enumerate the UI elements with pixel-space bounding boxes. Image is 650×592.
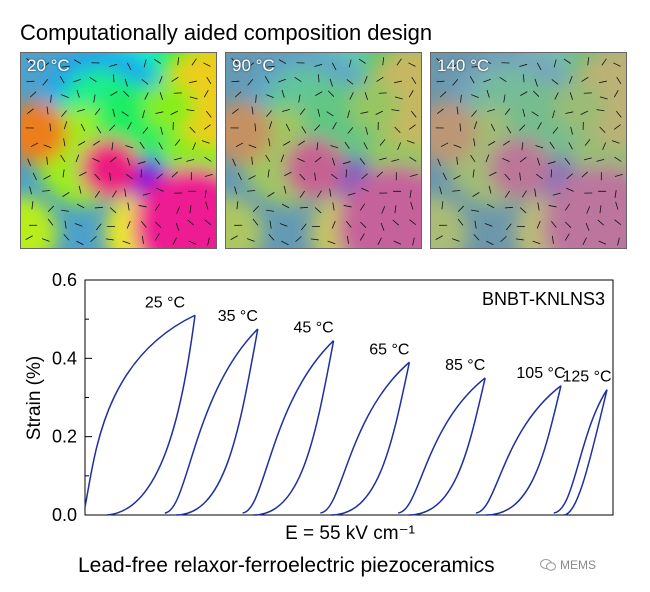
domain-map-image — [226, 53, 421, 248]
strain-loop-falling — [486, 385, 562, 516]
watermark-text: MEMS — [560, 558, 596, 572]
strain-loop-rising — [242, 340, 335, 514]
series-label: 85 °C — [445, 357, 485, 374]
watermark: MEMS — [540, 558, 596, 572]
y-tick-label: 0.6 — [52, 270, 77, 290]
strain-loop-rising — [320, 361, 410, 514]
domain-map-panel-2: 90 °C — [225, 52, 422, 249]
series-label: 45 °C — [293, 320, 333, 337]
strain-loop-falling — [408, 377, 486, 516]
chart-title: BNBT-KNLNS3 — [482, 289, 605, 309]
series-label: 125 °C — [562, 369, 611, 386]
strain-chart: 0.0 0.2 0.4 0.6 25 °C 35 °C 45 °C 65 °C 85 °C 10… — [24, 270, 614, 544]
domain-map-image — [431, 53, 626, 248]
domain-map-image — [21, 53, 216, 248]
series-label: 25 °C — [145, 294, 185, 311]
figure-title: Computationally aided composition design — [20, 20, 433, 45]
strain-loop-rising — [164, 328, 259, 514]
strain-loop-falling — [106, 315, 196, 516]
strain-loop-rising — [553, 389, 608, 514]
strain-loop-rising — [475, 385, 562, 514]
y-tick-label: 0.4 — [52, 348, 77, 368]
strain-loop-falling — [175, 328, 259, 516]
strain-loop-falling — [331, 362, 411, 516]
y-axis-label: Strain (%) — [24, 356, 45, 440]
x-axis-label: E = 55 kV cm⁻¹ — [285, 523, 415, 544]
domain-map-panel-1: 20 °C — [20, 52, 217, 249]
chat-bubble-icon — [540, 559, 556, 571]
strain-loop-falling — [253, 340, 335, 516]
strain-loop-rising — [84, 314, 196, 508]
y-tick-label: 0.2 — [52, 427, 77, 447]
series-label: 105 °C — [516, 365, 565, 382]
domain-map-panel-3: 140 °C — [430, 52, 627, 249]
y-tick-label: 0.0 — [52, 505, 77, 525]
strain-loop-rising — [397, 377, 486, 514]
panel-temperature-label: 140 °C — [437, 56, 490, 75]
strain-loop-falling — [563, 389, 608, 516]
series-label: 65 °C — [369, 341, 409, 358]
panel-temperature-label: 20 °C — [27, 56, 70, 75]
figure-caption: Lead-free relaxor-ferroelectric piezocer… — [78, 554, 495, 577]
panel-temperature-label: 90 °C — [232, 56, 275, 75]
series-label: 35 °C — [218, 308, 258, 325]
plot-frame — [84, 279, 614, 516]
